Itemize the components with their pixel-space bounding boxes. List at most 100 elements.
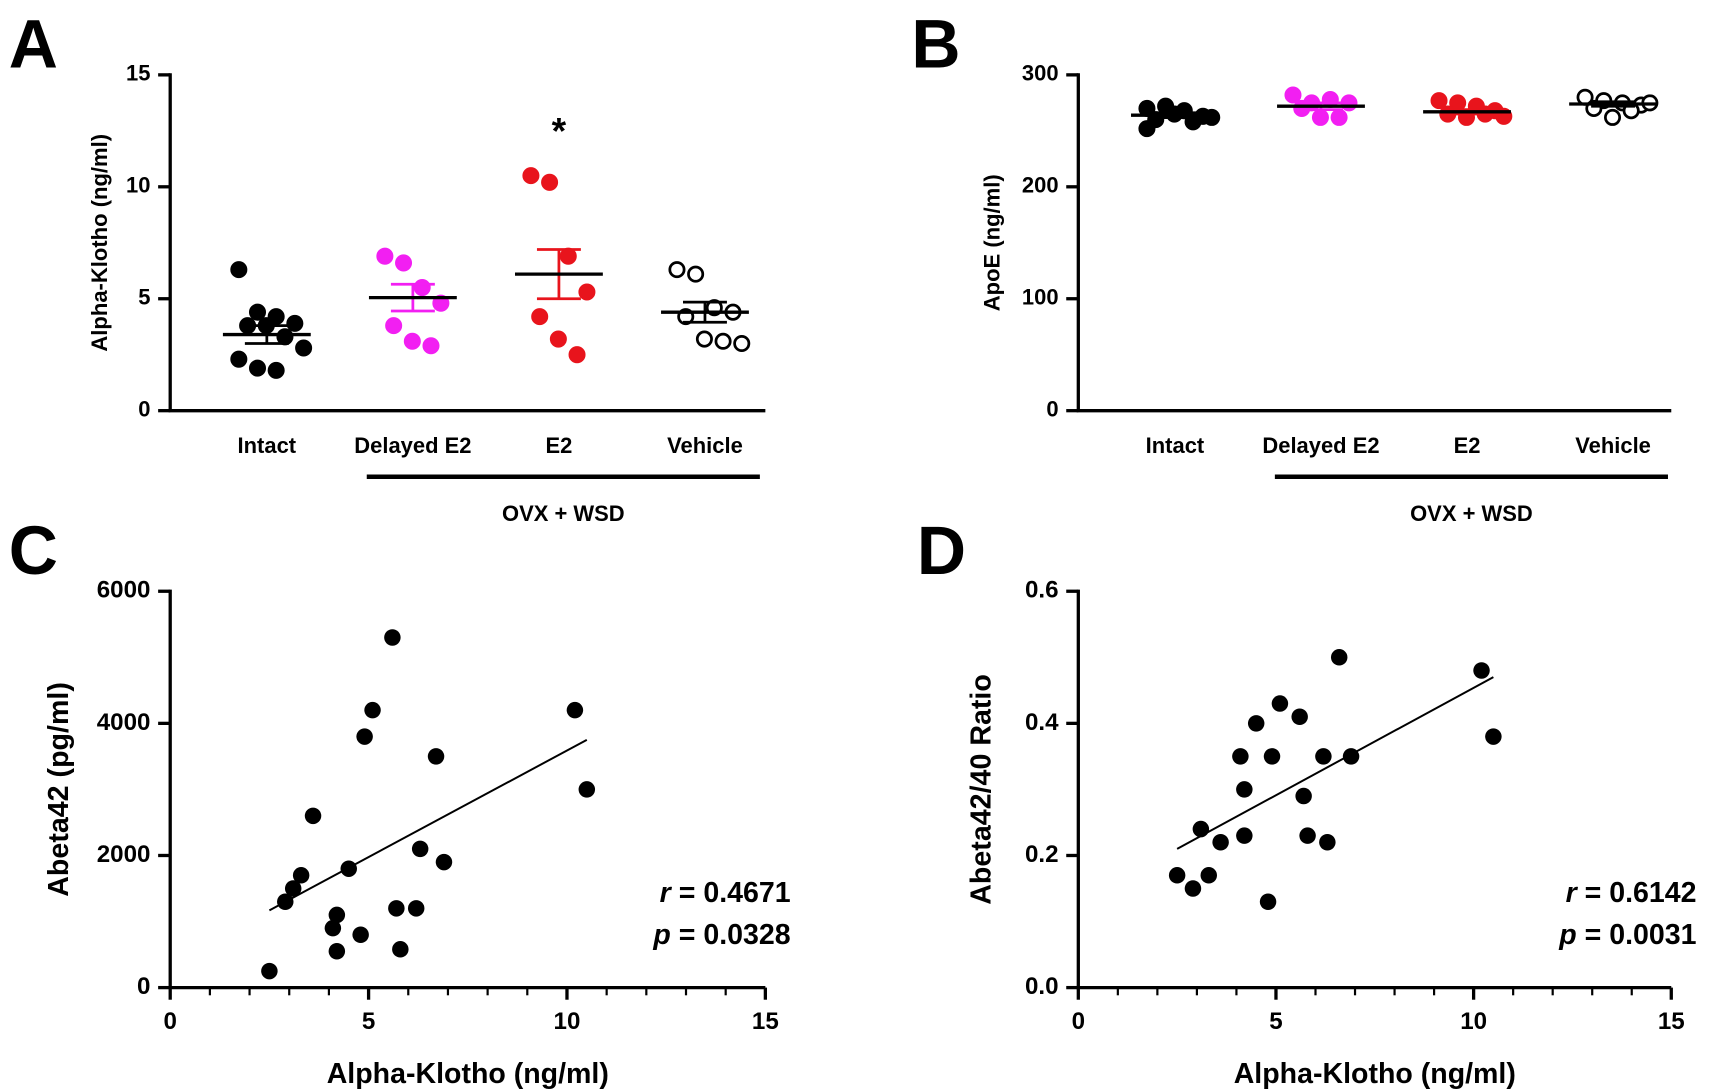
y-axis-label: ApoE (ng/ml) — [980, 174, 1005, 311]
panel-letter: D — [917, 513, 966, 589]
data-point — [388, 900, 405, 917]
x-tick-label: Delayed E2 — [354, 433, 471, 458]
y-tick-label: 2000 — [97, 841, 151, 868]
x-tick-label: Vehicle — [667, 433, 743, 458]
significance-marker: * — [552, 110, 567, 152]
data-point — [733, 334, 751, 353]
data-point — [531, 308, 549, 326]
regression-line — [1176, 676, 1494, 850]
data-point — [422, 337, 440, 355]
data-point — [352, 926, 369, 944]
y-tick-label: 6000 — [97, 577, 151, 604]
data-point — [1271, 695, 1289, 712]
y-tick-label: 15 — [126, 61, 150, 86]
statistic-symbol: r — [1566, 877, 1579, 909]
data-point — [1330, 108, 1348, 126]
y-tick-label: 0.4 — [1025, 709, 1059, 736]
data-point — [1263, 748, 1281, 765]
x-tick-label: E2 — [1454, 433, 1481, 458]
data-point — [549, 330, 567, 348]
y-tick-label: 5 — [138, 285, 150, 310]
y-tick-label: 0 — [137, 973, 150, 1000]
data-point — [1330, 649, 1348, 666]
data-point — [1315, 748, 1332, 765]
data-point — [248, 303, 267, 321]
x-tick-label: 10 — [1460, 1008, 1487, 1035]
data-point — [1247, 715, 1265, 732]
data-point — [1485, 728, 1502, 745]
data-point — [1473, 662, 1490, 679]
data-point — [1430, 92, 1448, 110]
x-tick-label: 15 — [1658, 1008, 1685, 1035]
statistic: p = 0.0328 — [652, 918, 790, 950]
x-tick-label: Intact — [1146, 433, 1205, 458]
data-point — [384, 629, 401, 646]
x-tick-label: 5 — [1269, 1008, 1282, 1035]
x-tick-label: 0 — [1072, 1008, 1085, 1035]
panel-letter: B — [911, 6, 960, 82]
data-point — [230, 261, 248, 279]
data-point — [668, 261, 686, 279]
panel-letter: A — [9, 6, 58, 82]
data-point — [1321, 90, 1339, 109]
data-point — [411, 840, 429, 858]
x-axis-label: Alpha-Klotho (ng/ml) — [327, 1058, 609, 1090]
data-point — [392, 941, 409, 958]
x-tick-label: 10 — [554, 1008, 581, 1035]
data-point — [578, 283, 596, 301]
data-point — [1295, 787, 1312, 805]
data-point — [435, 853, 453, 871]
x-tick-label: Intact — [238, 433, 297, 458]
x-tick-label: 15 — [752, 1008, 779, 1035]
data-point — [395, 254, 413, 272]
data-point — [687, 265, 705, 283]
data-point — [261, 962, 278, 980]
x-tick-label: 0 — [163, 1008, 176, 1035]
data-point — [304, 807, 322, 825]
data-point — [385, 317, 403, 335]
data-point — [714, 332, 732, 350]
data-point — [230, 350, 248, 368]
data-point — [364, 701, 381, 719]
y-tick-label: 200 — [1022, 173, 1059, 198]
statistic-symbol: p — [652, 918, 670, 950]
statistic: p = 0.0031 — [1558, 918, 1696, 950]
statistic-value: = 0.4671 — [671, 877, 791, 909]
data-point — [541, 173, 559, 191]
regression-line — [268, 739, 588, 912]
y-tick-label: 300 — [1022, 61, 1059, 86]
y-tick-label: 4000 — [97, 709, 151, 736]
data-point — [1291, 708, 1308, 726]
data-point — [1604, 108, 1622, 126]
data-point — [568, 346, 586, 364]
y-tick-label: 0 — [1046, 396, 1058, 421]
data-point — [324, 919, 342, 937]
y-axis-label: Abeta42 (pg/ml) — [43, 682, 75, 897]
data-point — [286, 314, 304, 332]
statistic: r = 0.6142 — [1566, 877, 1697, 909]
y-tick-label: 0 — [138, 396, 150, 421]
data-point — [407, 900, 425, 917]
x-tick-label: Delayed E2 — [1262, 433, 1379, 458]
statistic-value: = 0.0031 — [1577, 918, 1697, 950]
data-point — [559, 247, 577, 265]
y-tick-label: 0.0 — [1025, 973, 1059, 1000]
data-point — [1200, 867, 1217, 884]
x-tick-label: Vehicle — [1575, 433, 1651, 458]
data-point — [356, 728, 373, 745]
data-point — [1319, 834, 1336, 851]
data-point — [522, 167, 540, 185]
data-point — [578, 781, 596, 798]
data-point — [1212, 834, 1229, 851]
data-point — [1192, 820, 1210, 838]
data-point — [566, 701, 584, 719]
data-point — [292, 867, 310, 884]
data-point — [1203, 108, 1221, 126]
data-point — [1168, 867, 1186, 884]
statistic: r = 0.4671 — [660, 877, 791, 909]
data-point — [1311, 108, 1329, 126]
y-tick-label: 0.6 — [1025, 577, 1059, 604]
data-point — [248, 359, 267, 377]
data-point — [695, 330, 713, 348]
